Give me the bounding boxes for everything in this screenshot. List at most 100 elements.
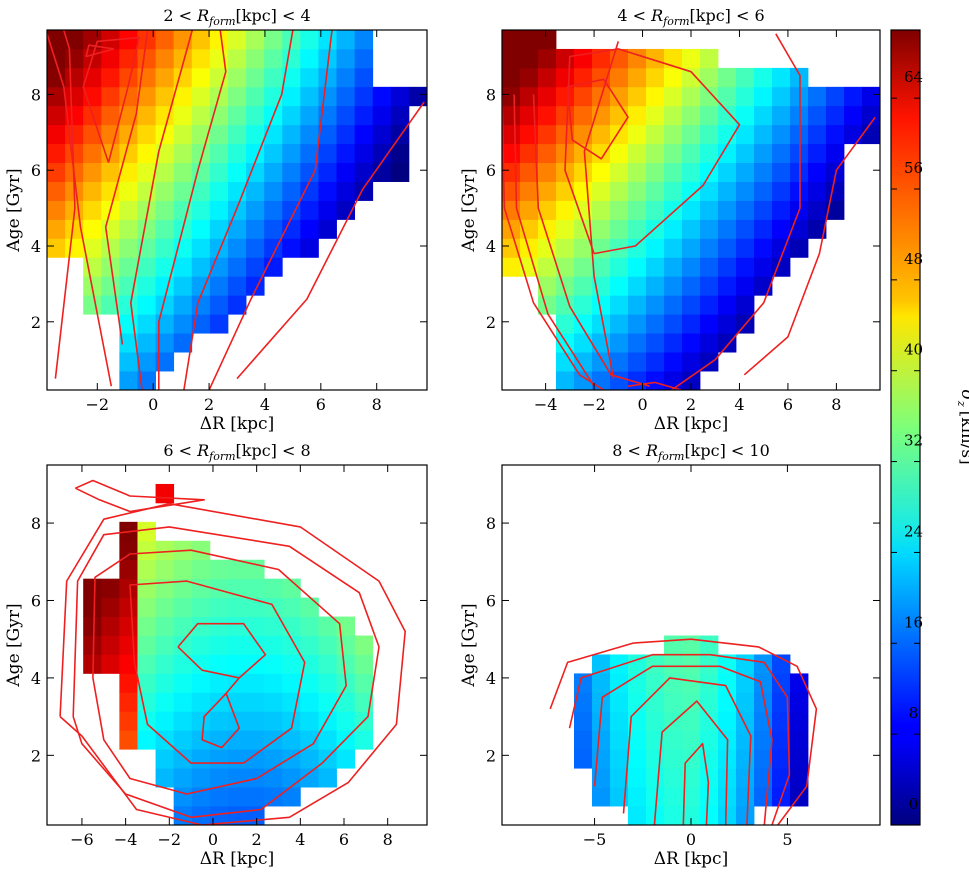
heatmap-cell (137, 635, 156, 655)
heatmap-cell (318, 692, 337, 712)
heatmap-cell (47, 181, 66, 201)
heatmap-cell (300, 181, 319, 201)
heatmap-cell (354, 692, 374, 712)
colorbar-tick-label: 16 (904, 613, 923, 631)
heatmap-cell (282, 200, 301, 220)
heatmap-cell (137, 48, 156, 69)
heatmap-cell (682, 295, 701, 315)
heatmap-cell (790, 238, 809, 258)
heatmap-cell (119, 654, 138, 674)
heatmap-cell (808, 105, 827, 126)
heatmap-cell (246, 162, 265, 182)
heatmap-cell (646, 333, 665, 353)
heatmap-cell (264, 768, 283, 788)
heatmap-cell (173, 67, 193, 88)
heatmap-cell (264, 692, 283, 712)
heatmap-cell (700, 314, 719, 334)
x-tick-label: −5 (583, 830, 607, 849)
heatmap-cell (718, 200, 737, 220)
heatmap-cell (191, 295, 211, 315)
heatmap-cell (336, 105, 356, 126)
heatmap-cell (173, 787, 193, 807)
heatmap-cell (227, 692, 247, 712)
heatmap-cell (282, 219, 301, 239)
heatmap-cell (119, 200, 138, 220)
heatmap-cell (119, 371, 138, 391)
heatmap-cell (209, 768, 229, 788)
heatmap-cell (173, 635, 193, 655)
heatmap-cell (592, 238, 611, 258)
density-contours (47, 30, 425, 390)
heatmap-cell (83, 578, 102, 599)
heatmap-cell (155, 124, 175, 145)
heatmap-cell (736, 124, 755, 145)
heatmap-cell (101, 578, 120, 599)
heatmap-cell (65, 143, 84, 164)
heatmap-cell (191, 238, 211, 258)
heatmap-cell (83, 181, 102, 201)
colorbar-tick-labels: 0 8 16 24 32 40 48 56 64 (904, 68, 923, 813)
heatmap-cell (101, 238, 120, 258)
heatmap-cell (808, 181, 827, 201)
heatmap-cell (574, 105, 593, 126)
heatmap-cell (246, 711, 265, 731)
heatmap-cell (664, 257, 683, 277)
heatmap-cell (300, 162, 319, 182)
heatmap-cell (538, 219, 557, 239)
contour-line (158, 30, 227, 390)
heatmap-cell (682, 730, 701, 750)
heatmap-cell (646, 692, 665, 712)
heatmap-cell (826, 143, 845, 164)
heatmap-cell (209, 787, 229, 807)
heatmap-cell (700, 276, 719, 296)
heatmap-cell (826, 200, 845, 220)
heatmap-cell (318, 200, 337, 220)
x-tick-label: 8 (831, 395, 841, 414)
heatmap-cell (155, 352, 175, 372)
y-tick-label: 6 (31, 161, 41, 180)
heatmap-cell (682, 143, 701, 164)
heatmap-cell (574, 276, 593, 296)
heatmap-cell (137, 333, 156, 353)
axis-ticks (502, 30, 880, 390)
heatmap-cell (682, 238, 701, 258)
heatmap-cell (736, 692, 755, 712)
heatmap-cell (664, 238, 683, 258)
heatmap-cell (628, 692, 647, 712)
heatmap-cell (390, 86, 410, 107)
heatmap-cell (155, 162, 175, 182)
heatmap-cell (408, 86, 428, 107)
heatmap-cell (173, 143, 193, 164)
heatmap-cell (119, 730, 138, 750)
density-contours (549, 638, 818, 825)
heatmap-cell (718, 143, 737, 164)
heatmap-cell (101, 105, 120, 126)
heatmap-cell (736, 200, 755, 220)
heatmap-cell (191, 67, 211, 88)
heatmap-cell (264, 30, 283, 50)
heatmap-cell (264, 48, 283, 69)
heatmap-cell (754, 673, 773, 693)
heatmap-cell (372, 143, 392, 164)
heatmap-cell (556, 295, 575, 315)
heatmap-cell (664, 219, 683, 239)
x-tick-label: 4 (295, 830, 305, 849)
heatmap-cell (300, 48, 319, 69)
heatmap-cell (700, 67, 719, 88)
heatmap-cell (646, 181, 665, 201)
heatmap-cell (173, 333, 193, 353)
y-tick-label: 4 (486, 237, 496, 256)
heatmap-cell (282, 711, 301, 731)
heatmap-cell (209, 806, 229, 826)
y-tick-labels: 2 4 6 8 (31, 514, 41, 765)
heatmap-cell (282, 768, 301, 788)
heatmap-cell (119, 86, 138, 107)
heatmap-cell (119, 105, 138, 126)
panel-bottom-left: 6 < Rform[kpc] < 8 ΔR [kpc] Age [Gyr] −6… (4, 441, 428, 869)
axis-ticks (47, 465, 427, 825)
panel-top-left: 2 < Rform[kpc] < 4 ΔR [kpc] Age [Gyr] −2… (4, 6, 428, 434)
heatmap-cell (246, 105, 265, 126)
heatmap-cell (191, 86, 211, 107)
heatmap-cell (137, 352, 156, 372)
x-tick-label: −2 (158, 830, 182, 849)
